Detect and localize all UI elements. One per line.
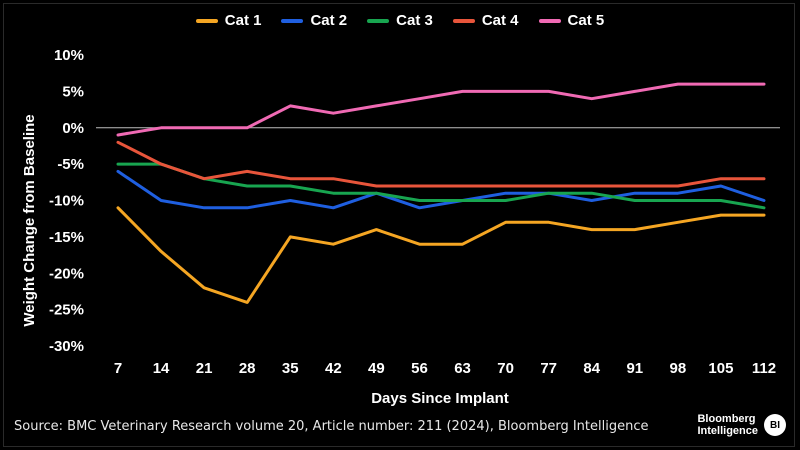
x-tick-label: 98 [670,360,687,377]
series-line-cat-5 [116,82,766,137]
legend-label: Cat 5 [567,12,605,29]
source-note: Source: BMC Veterinary Research volume 2… [14,419,649,434]
x-tick-label: 84 [583,360,600,377]
logo-line-1: Bloomberg [697,413,756,425]
series-line-cat-2 [116,169,766,210]
legend-label: Cat 2 [310,12,348,29]
x-tick-label: 35 [282,360,299,377]
bloomberg-intelligence-logo: Bloomberg Intelligence BI [697,413,786,437]
x-tick-label: 77 [540,360,557,377]
y-tick-label: -30% [49,338,84,355]
series-line-cat-4 [116,140,766,188]
legend-item-cat-5: Cat 5 [538,12,605,29]
x-tick-label: 112 [752,360,776,377]
legend-swatch [195,18,218,23]
x-tick-label: 14 [153,360,170,377]
y-tick-label: -15% [49,229,84,246]
y-tick-label: -20% [49,265,84,282]
series-line-cat-1 [116,206,766,304]
x-tick-label: 7 [114,360,122,377]
logo-text: Bloomberg Intelligence [697,413,758,437]
legend-label: Cat 4 [481,12,519,29]
x-tick-label: 105 [708,360,733,377]
x-axis-title: Days Since Implant [371,390,509,407]
legend-swatch [452,18,475,23]
x-tick-label: 63 [454,360,471,377]
legend-swatch [538,18,561,23]
x-tick-label: 91 [626,360,643,377]
legend-item-cat-2: Cat 2 [281,12,347,29]
legend-item-cat-4: Cat 4 [452,12,519,29]
x-tick-label: 21 [196,360,213,377]
y-tick-label: -5% [57,156,84,173]
series-line-cat-3 [116,162,766,210]
x-tick-label: 28 [239,360,256,377]
y-tick-label: -25% [49,302,84,319]
legend-item-cat-1: Cat 1 [195,12,262,29]
logo-line-2: Intelligence [697,425,758,437]
y-tick-label: -10% [49,193,84,210]
y-tick-label: 0% [62,120,84,137]
chart-frame [3,3,795,447]
y-tick-label: 10% [54,47,84,64]
y-axis-title: Weight Change from Baseline [21,114,38,326]
x-tick-label: 49 [368,360,385,377]
legend-label: Cat 3 [396,12,433,29]
legend-swatch [281,18,304,23]
x-tick-label: 70 [497,360,514,377]
logo-badge: BI [764,414,786,436]
legend-swatch [367,18,390,23]
legend-item-cat-3: Cat 3 [367,12,433,29]
legend: Cat 1 Cat 2 Cat 3 Cat 4 Cat 5 [0,12,800,29]
y-tick-label: 5% [62,83,84,100]
x-tick-label: 56 [411,360,428,377]
x-tick-label: 42 [325,360,342,377]
legend-label: Cat 1 [224,12,262,29]
